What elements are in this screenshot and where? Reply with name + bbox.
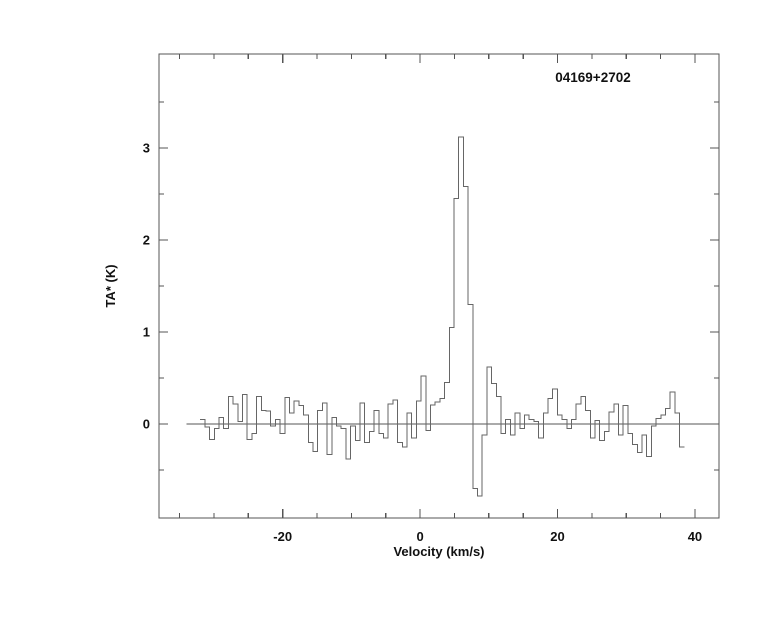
x-tick-label: 40 — [688, 529, 702, 544]
y-tick-label: 0 — [143, 417, 150, 432]
spectrum-trace — [200, 136, 685, 497]
y-tick-label: 2 — [143, 232, 150, 247]
plot-frame — [158, 53, 720, 519]
y-tick-label: 1 — [143, 325, 150, 340]
source-label: 04169+2702 — [555, 70, 630, 85]
y-axis-title: TA* (K) — [103, 264, 118, 307]
x-axis-title: Velocity (km/s) — [393, 544, 484, 559]
x-tick-label: -20 — [273, 529, 292, 544]
x-tick-label: 20 — [550, 529, 564, 544]
y-tick-label: 3 — [143, 140, 150, 155]
x-tick-label: 0 — [416, 529, 423, 544]
